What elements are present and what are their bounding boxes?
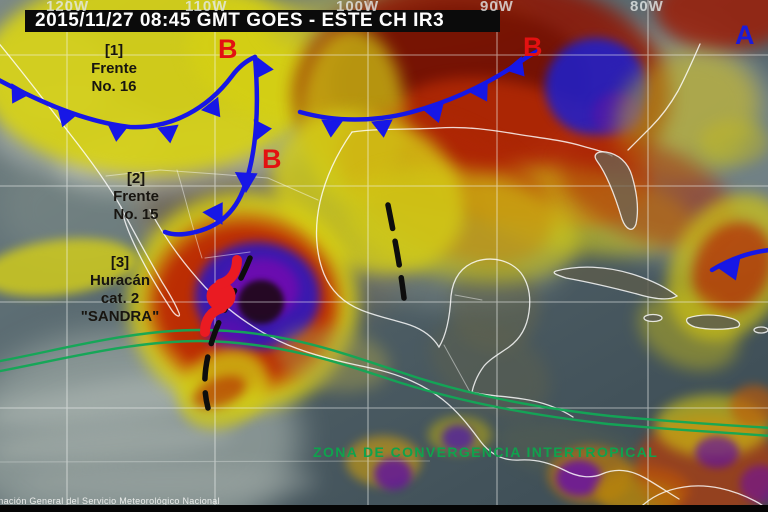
longitude-label-100w: 100W	[336, 0, 380, 15]
attribution-text: inación General del Servicio Meteorológi…	[0, 496, 220, 506]
high-pressure-symbol: A	[735, 20, 755, 50]
title-bar: 2015/11/27 08:45 GMT GOES - ESTE CH IR3	[25, 10, 500, 32]
title-text: 2015/11/27 08:45 GMT GOES - ESTE CH IR3	[35, 10, 445, 31]
low-pressure-symbol-2: B	[523, 32, 543, 62]
longitude-label-90w: 90W	[480, 0, 514, 15]
itcz-label: ZONA DE CONVERGENCIA INTERTROPICAL	[313, 444, 659, 460]
longitude-label-120w: 120W	[46, 0, 90, 15]
low-pressure-symbol-3: B	[262, 144, 282, 174]
longitude-label-80w: 80W	[630, 0, 664, 15]
label-frente-16: [1] Frente No. 16	[91, 42, 137, 95]
longitude-label-110w: 110W	[185, 0, 228, 15]
bottom-bar	[0, 505, 768, 512]
low-pressure-symbol-1: B	[218, 34, 238, 64]
label-frente-15: [2] Frente No. 15	[113, 170, 159, 223]
label-huracan-sandra: [3] Huracán cat. 2 "SANDRA"	[80, 254, 160, 325]
